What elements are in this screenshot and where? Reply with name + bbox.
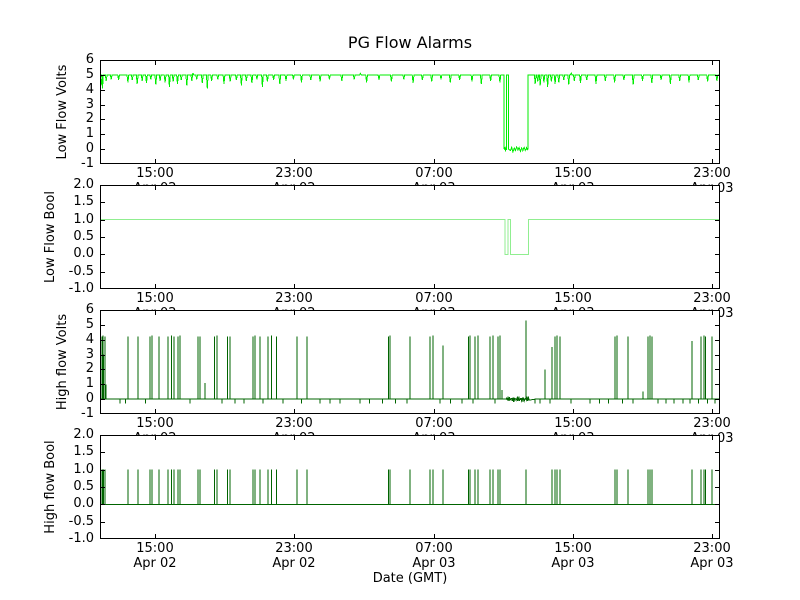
x-date-label: Apr 02 (133, 556, 177, 571)
subplot-low-flow-volts-canvas (100, 60, 720, 164)
subplot-high-flow-bool-canvas (100, 435, 720, 539)
x-date-label: Apr 03 (551, 556, 595, 571)
y-tick-label: 1 (85, 126, 94, 142)
y-tick-label: 2.0 (73, 177, 94, 192)
y-tick-label: -1 (81, 156, 94, 171)
x-tick-label: 23:00 (275, 416, 313, 431)
x-date-label: Apr 02 (272, 556, 316, 571)
y-tick-label: 3 (85, 96, 94, 112)
x-axis-label: Date (GMT) (372, 571, 448, 586)
x-tick-label: 07:00 (415, 416, 453, 431)
y-tick-label: -0.5 (68, 513, 94, 529)
y-tick-label: 0.5 (73, 479, 94, 494)
x-tick-label: 15:00 (136, 291, 174, 306)
x-tick-label: 23:00 (693, 166, 731, 181)
y-tick-label: 0 (85, 391, 94, 407)
x-tick-label: 15:00 (136, 166, 174, 181)
x-tick-label: 15:00 (554, 416, 592, 431)
x-date-label: Apr 03 (690, 556, 734, 571)
x-tick-label: 23:00 (275, 166, 313, 181)
y-tick-label: -1.0 (68, 281, 94, 296)
y-tick-label: 1.5 (73, 444, 94, 460)
x-tick-label: 07:00 (415, 291, 453, 306)
y-tick-label: 1.0 (73, 211, 94, 227)
x-tick-label: 15:00 (554, 166, 592, 181)
y-tick-label: 0.0 (73, 496, 94, 512)
y-tick-label: 0.0 (73, 246, 94, 262)
chart-title: PG Flow Alarms (347, 33, 473, 52)
y-tick-label: 5 (85, 66, 94, 82)
x-date-label: Apr 03 (412, 556, 456, 571)
y-tick-label: 1.0 (73, 461, 94, 477)
y-tick-label: 1 (85, 376, 94, 392)
x-tick-label: 15:00 (136, 416, 174, 431)
y-tick-label: -0.5 (68, 263, 94, 279)
y-tick-label: -1.0 (68, 531, 94, 546)
y-tick-label: 0 (85, 141, 94, 157)
x-tick-label: 23:00 (693, 291, 731, 306)
x-tick-label: 15:00 (136, 541, 174, 556)
y-tick-label: -1 (81, 406, 94, 421)
y-tick-label: 2 (85, 111, 94, 127)
x-tick-label: 15:00 (554, 291, 592, 306)
x-tick-label: 23:00 (275, 541, 313, 556)
y-tick-label: 1.5 (73, 194, 94, 210)
x-tick-label: 23:00 (275, 291, 313, 306)
subplot-low-flow-bool-canvas (100, 185, 720, 289)
subplot-high-flow-volts-canvas (100, 310, 720, 414)
x-tick-label: 07:00 (415, 541, 453, 556)
x-tick-label: 23:00 (693, 541, 731, 556)
y-tick-label: 2 (85, 361, 94, 377)
y-tick-label: 5 (85, 316, 94, 332)
y-tick-label: 6 (85, 302, 94, 317)
y-tick-label: 4 (85, 81, 94, 97)
x-tick-label: 23:00 (693, 416, 731, 431)
y-tick-label: 0.5 (73, 229, 94, 244)
x-tick-label: 15:00 (554, 541, 592, 556)
y-tick-label: 6 (85, 52, 94, 67)
y-tick-label: 4 (85, 331, 94, 347)
y-tick-label: 2.0 (73, 427, 94, 442)
y-tick-label: 3 (85, 346, 94, 362)
x-tick-label: 07:00 (415, 166, 453, 181)
